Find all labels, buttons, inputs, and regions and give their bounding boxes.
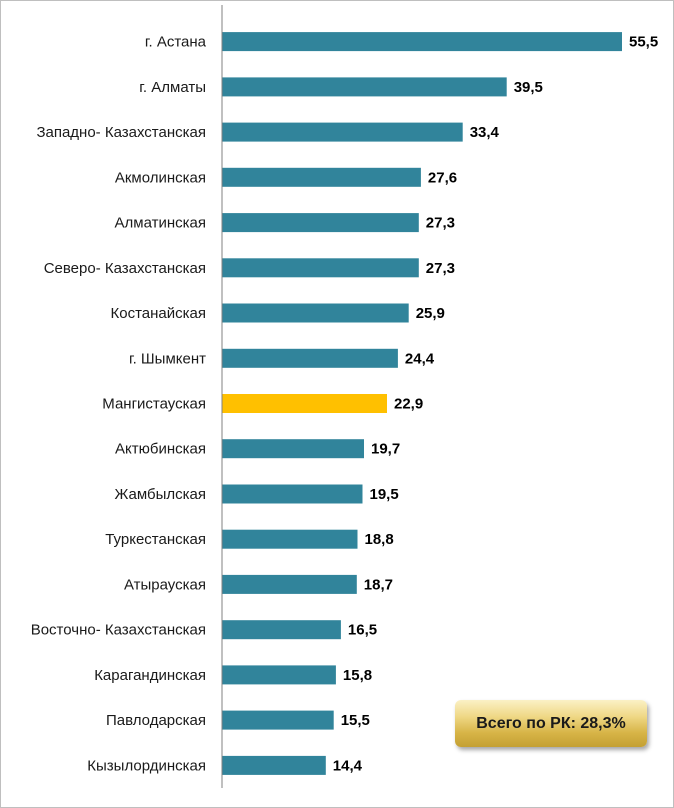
value-label: 18,7 — [364, 576, 393, 593]
category-label: Атырауская — [124, 576, 206, 593]
bar — [222, 77, 507, 97]
value-label: 14,4 — [333, 757, 363, 774]
category-label: Туркестанская — [105, 531, 206, 548]
bar — [222, 710, 334, 730]
bar — [222, 394, 387, 413]
value-label: 33,4 — [470, 124, 500, 141]
bar — [222, 258, 419, 278]
value-label: 19,7 — [371, 441, 400, 458]
value-label: 15,8 — [343, 667, 372, 684]
bar — [222, 303, 409, 323]
category-label: г. Алматы — [139, 79, 206, 96]
category-label: Павлодарская — [106, 712, 206, 729]
category-label: Акмолинская — [115, 169, 206, 186]
category-label: Алматинская — [115, 215, 206, 232]
category-label: Карагандинская — [94, 667, 206, 684]
bar — [222, 348, 398, 368]
value-label: 55,5 — [629, 34, 658, 51]
bar — [222, 439, 364, 459]
bar — [222, 32, 622, 52]
category-label: Актюбинская — [115, 441, 206, 458]
category-label: г. Астана — [145, 34, 207, 51]
value-label: 15,5 — [341, 712, 370, 729]
bar — [222, 620, 341, 640]
bar — [222, 167, 421, 187]
value-label: 27,6 — [428, 169, 457, 186]
category-label: г. Шымкент — [129, 350, 206, 367]
value-label: 39,5 — [514, 79, 543, 96]
bar — [222, 529, 358, 549]
category-label: Северо- Казахстанская — [44, 260, 206, 277]
bar — [222, 665, 336, 685]
value-label: 18,8 — [365, 531, 394, 548]
value-label: 16,5 — [348, 622, 377, 639]
value-label: 22,9 — [394, 396, 423, 413]
bar — [222, 484, 363, 504]
value-label: 25,9 — [416, 305, 445, 322]
category-label: Восточно- Казахстанская — [31, 622, 206, 639]
bar — [222, 213, 419, 233]
total-annotation-badge: Всего по РК: 28,3% — [455, 700, 647, 747]
bar — [222, 122, 463, 142]
category-label: Западно- Казахстанская — [36, 124, 206, 141]
bar — [222, 574, 357, 594]
bar — [222, 755, 326, 775]
value-label: 19,5 — [370, 486, 399, 503]
category-label: Жамбылская — [115, 486, 207, 503]
value-label: 24,4 — [405, 350, 435, 367]
value-label: 27,3 — [426, 260, 455, 277]
category-label: Кызылординская — [87, 757, 206, 774]
category-label: Мангистауская — [102, 396, 206, 413]
category-label: Костанайская — [111, 305, 207, 322]
value-label: 27,3 — [426, 215, 455, 232]
